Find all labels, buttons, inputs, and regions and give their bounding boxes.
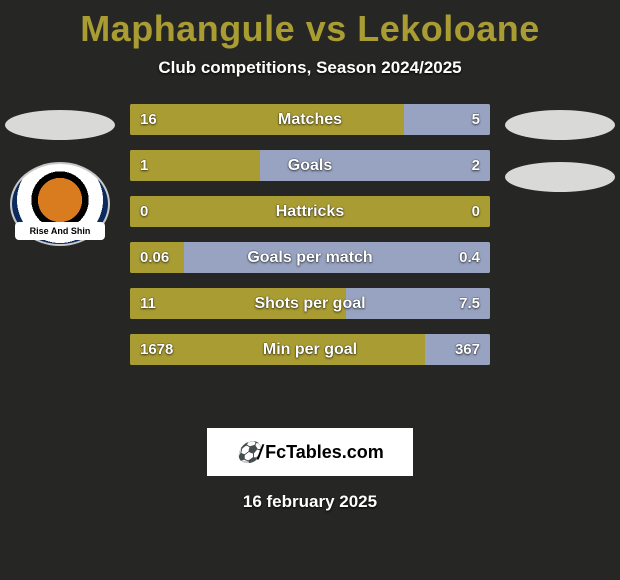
stat-segment-left <box>130 196 490 227</box>
stat-segment-left <box>130 150 260 181</box>
stat-segment-right <box>425 334 490 365</box>
stat-row: 00Hattricks <box>130 196 490 227</box>
stat-segment-left <box>130 242 184 273</box>
stat-segment-right <box>260 150 490 181</box>
right-player-column <box>500 104 620 192</box>
page-title: Maphangule vs Lekoloane <box>0 0 620 50</box>
subtitle: Club competitions, Season 2024/2025 <box>0 58 620 78</box>
source-logo-icon: ⚽̸ <box>236 440 259 465</box>
stat-row: 12Goals <box>130 150 490 181</box>
left-player-column: Rise And Shin <box>0 104 120 246</box>
stat-segment-left <box>130 104 404 135</box>
source-logo-text: FcTables.com <box>265 442 384 463</box>
stat-segment-right <box>346 288 490 319</box>
stat-segment-right <box>404 104 490 135</box>
club-badge-ribbon: Rise And Shin <box>15 222 105 240</box>
club-badge-left: Rise And Shin <box>10 162 110 246</box>
stat-segment-left <box>130 288 346 319</box>
stat-bars: 165Matches 12Goals 00Hattricks 0.060.4Goals… <box>130 104 490 365</box>
stat-segment-right <box>184 242 490 273</box>
date-label: 16 february 2025 <box>0 492 620 512</box>
stat-row: 1678367Min per goal <box>130 334 490 365</box>
stat-row: 165Matches <box>130 104 490 135</box>
stat-segment-left <box>130 334 425 365</box>
club-badge-right <box>505 162 615 192</box>
comparison-area: Rise And Shin 165Matches 12Goals 00Hattric… <box>0 104 620 404</box>
stat-row: 0.060.4Goals per match <box>130 242 490 273</box>
source-badge: ⚽̸ FcTables.com <box>207 428 413 476</box>
stat-row: 117.5Shots per goal <box>130 288 490 319</box>
player-photo-left <box>5 110 115 140</box>
player-photo-right <box>505 110 615 140</box>
